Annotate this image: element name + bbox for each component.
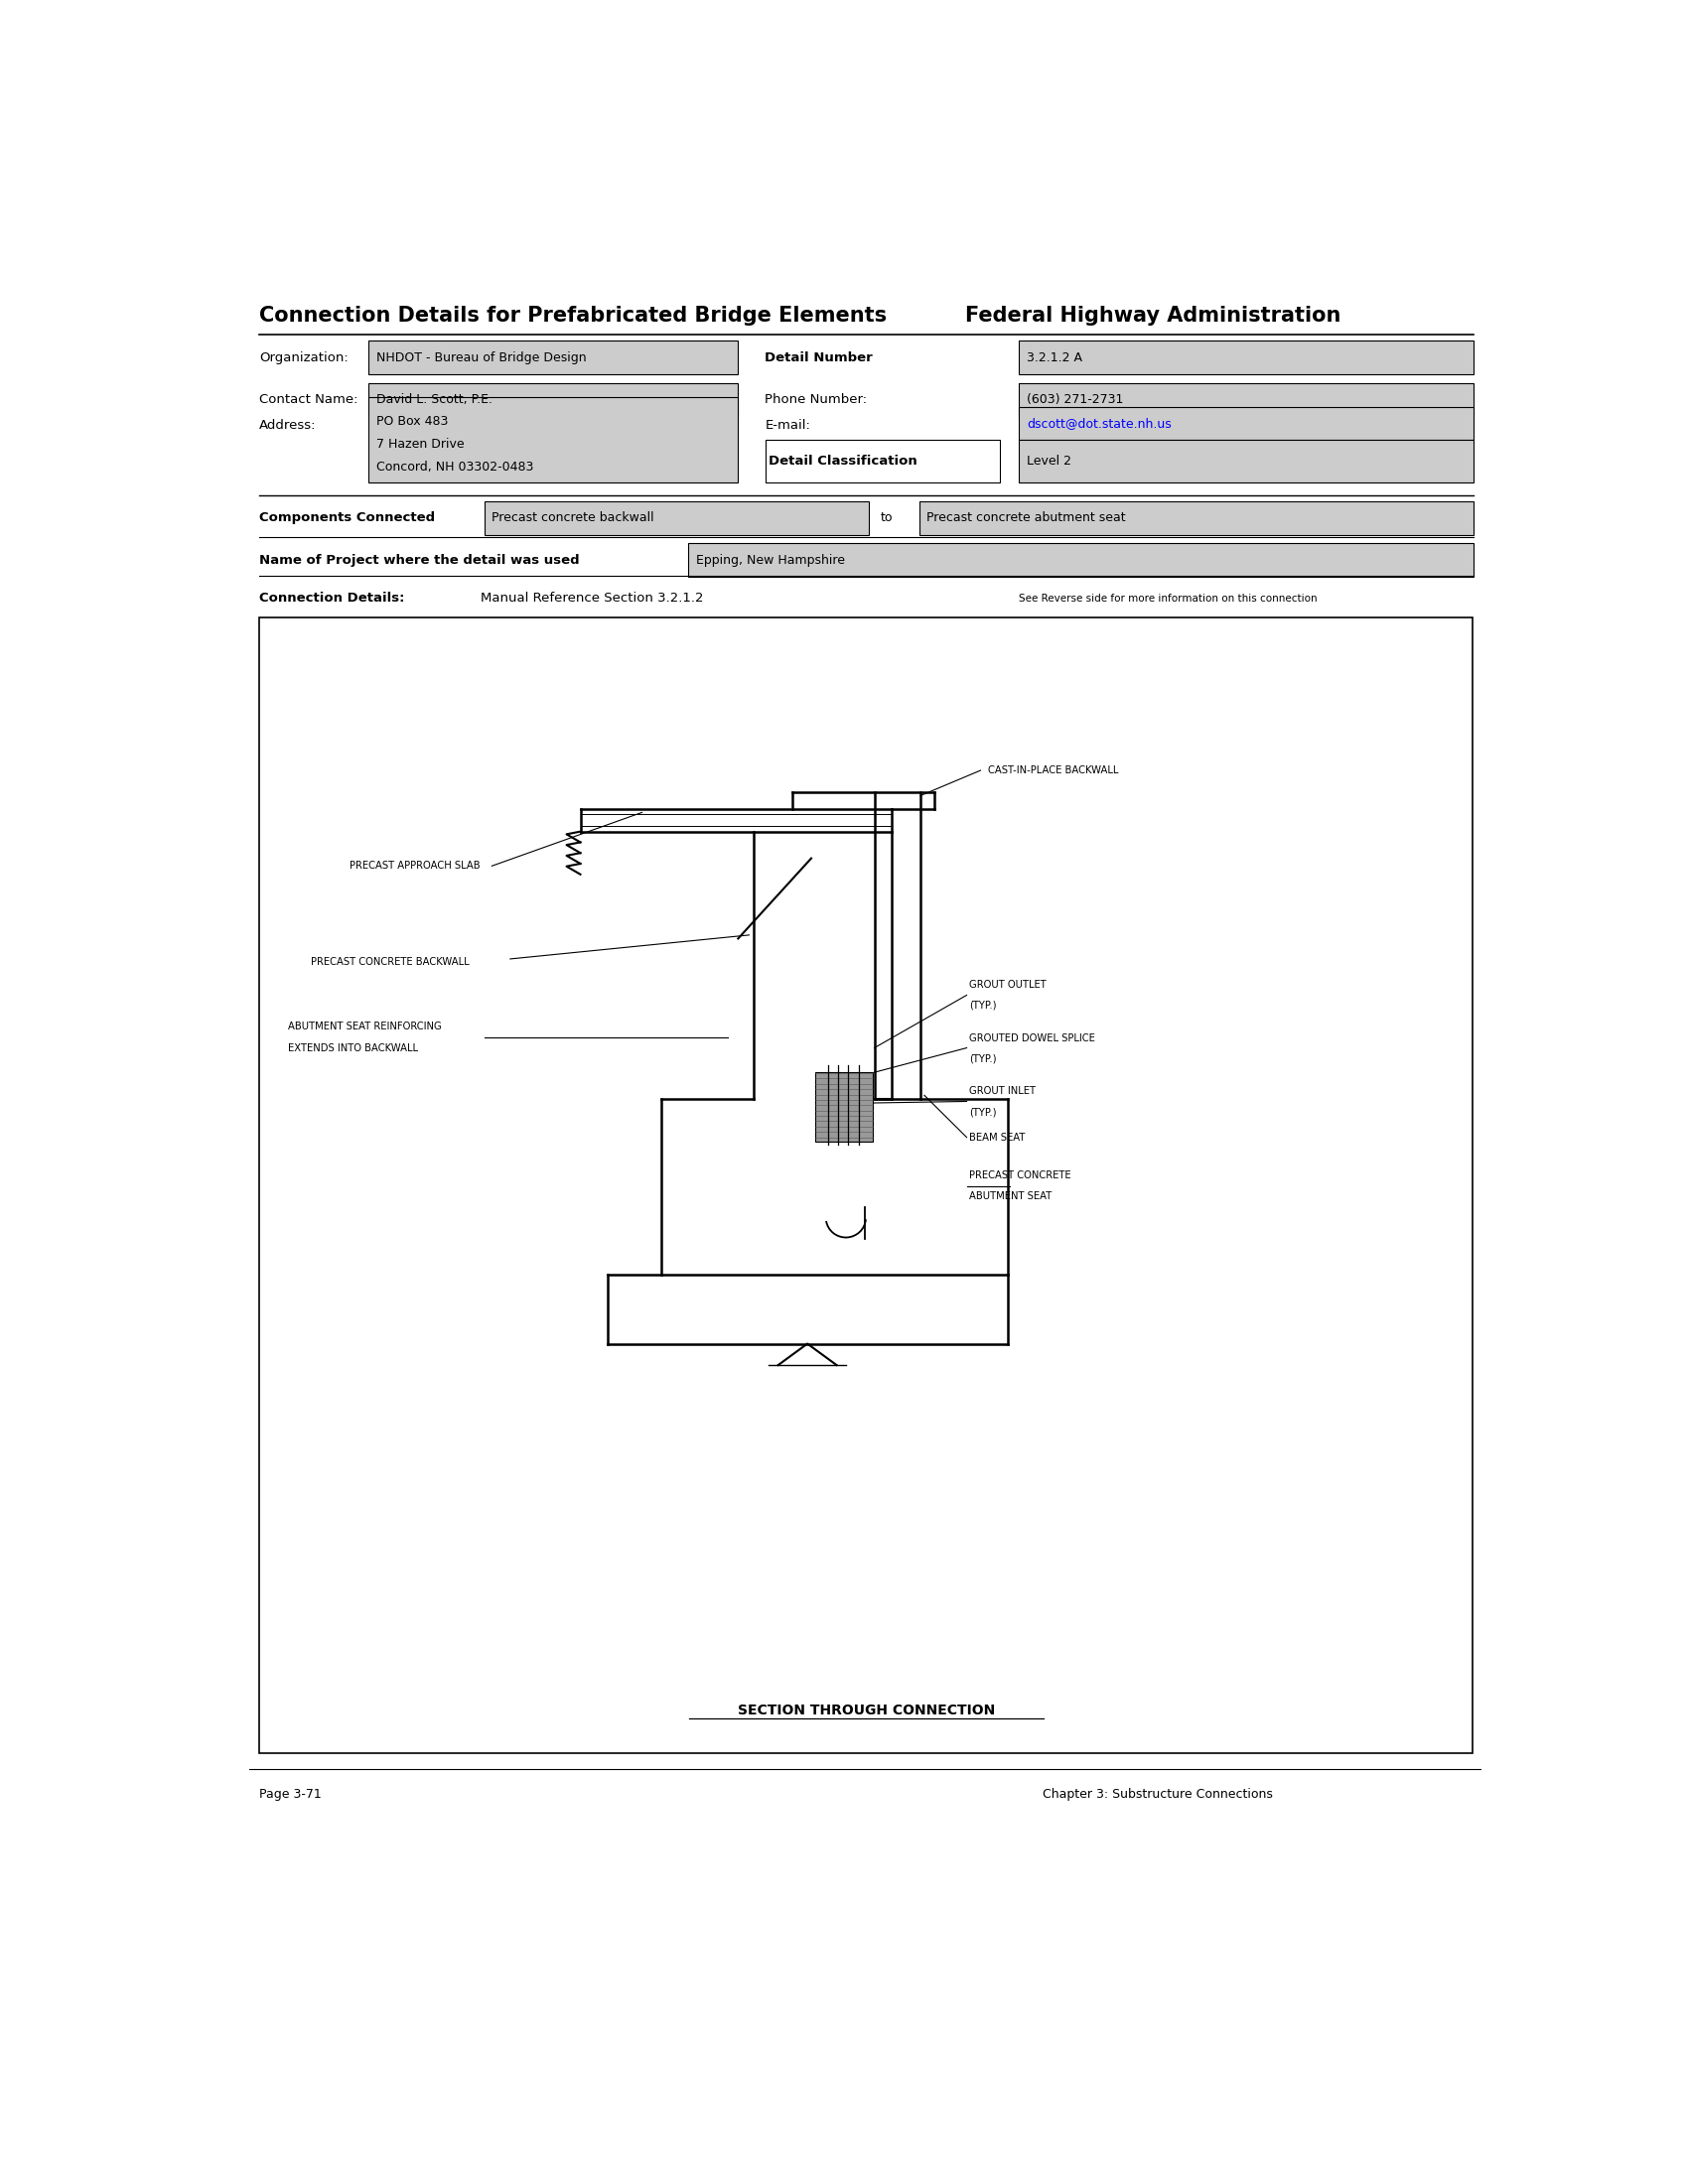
Text: CAST-IN-PLACE BACKWALL: CAST-IN-PLACE BACKWALL [987, 764, 1119, 775]
Text: PRECAST APPROACH SLAB: PRECAST APPROACH SLAB [349, 860, 479, 871]
Text: ABUTMENT SEAT REINFORCING: ABUTMENT SEAT REINFORCING [289, 1022, 442, 1031]
Text: PRECAST CONCRETE BACKWALL: PRECAST CONCRETE BACKWALL [311, 957, 469, 968]
Bar [260, 618, 1474, 1752]
Text: 3.2.1.2 A: 3.2.1.2 A [1026, 352, 1082, 365]
Bar [1020, 382, 1474, 417]
Text: Phone Number:: Phone Number: [765, 393, 868, 406]
Text: EXTENDS INTO BACKWALL: EXTENDS INTO BACKWALL [289, 1044, 419, 1053]
Text: NHDOT - Bureau of Bridge Design: NHDOT - Bureau of Bridge Design [376, 352, 587, 365]
Bar [1020, 441, 1474, 483]
Text: Components Connected: Components Connected [260, 511, 436, 524]
Text: to: to [881, 511, 893, 524]
Text: Organization:: Organization: [260, 352, 349, 365]
Bar [368, 397, 738, 483]
Text: (TYP.): (TYP.) [969, 1107, 996, 1116]
Text: (TYP.): (TYP.) [969, 1000, 996, 1009]
Text: Connection Details:: Connection Details: [260, 592, 405, 605]
Bar [1020, 406, 1474, 441]
Bar [918, 502, 1474, 535]
Text: Detail Number: Detail Number [765, 352, 873, 365]
Text: (TYP.): (TYP.) [969, 1053, 996, 1064]
Bar [689, 544, 1474, 577]
Text: 7 Hazen Drive: 7 Hazen Drive [376, 437, 464, 450]
Text: GROUT INLET: GROUT INLET [969, 1085, 1035, 1096]
Text: Epping, New Hampshire: Epping, New Hampshire [695, 555, 844, 566]
Text: Manual Reference Section 3.2.1.2: Manual Reference Section 3.2.1.2 [481, 592, 704, 605]
Text: E-mail:: E-mail: [765, 419, 810, 432]
Text: See Reverse side for more information on this connection: See Reverse side for more information on… [1020, 594, 1318, 603]
Bar [484, 502, 869, 535]
Text: Name of Project where the detail was used: Name of Project where the detail was use… [260, 555, 581, 566]
Text: BEAM SEAT: BEAM SEAT [969, 1131, 1025, 1142]
Text: Connection Details for Prefabricated Bridge Elements: Connection Details for Prefabricated Bri… [260, 306, 888, 325]
Text: SECTION THROUGH CONNECTION: SECTION THROUGH CONNECTION [738, 1704, 994, 1717]
Text: GROUTED DOWEL SPLICE: GROUTED DOWEL SPLICE [969, 1033, 1096, 1044]
Bar [765, 441, 999, 483]
Bar [368, 341, 738, 373]
Text: Page 3-71: Page 3-71 [260, 1789, 322, 1802]
Text: PO Box 483: PO Box 483 [376, 415, 449, 428]
Text: Contact Name:: Contact Name: [260, 393, 358, 406]
Text: PRECAST CONCRETE: PRECAST CONCRETE [969, 1171, 1070, 1182]
Text: Address:: Address: [260, 419, 317, 432]
Text: dscott@dot.state.nh.us: dscott@dot.state.nh.us [1026, 417, 1171, 430]
Text: GROUT OUTLET: GROUT OUTLET [969, 978, 1047, 989]
Bar [368, 382, 738, 417]
Text: ABUTMENT SEAT: ABUTMENT SEAT [969, 1190, 1052, 1201]
Text: Concord, NH 03302-0483: Concord, NH 03302-0483 [376, 461, 533, 474]
Text: Chapter 3: Substructure Connections: Chapter 3: Substructure Connections [1041, 1789, 1273, 1802]
Text: Level 2: Level 2 [1026, 454, 1072, 467]
Text: Precast concrete abutment seat: Precast concrete abutment seat [927, 511, 1126, 524]
Bar [1020, 341, 1474, 373]
Text: (603) 271-2731: (603) 271-2731 [1026, 393, 1124, 406]
Text: Federal Highway Administration: Federal Highway Administration [966, 306, 1340, 325]
Text: Detail Classification: Detail Classification [770, 454, 918, 467]
Text: David L. Scott, P.E.: David L. Scott, P.E. [376, 393, 493, 406]
Bar [815, 1072, 873, 1140]
Text: Precast concrete backwall: Precast concrete backwall [491, 511, 655, 524]
